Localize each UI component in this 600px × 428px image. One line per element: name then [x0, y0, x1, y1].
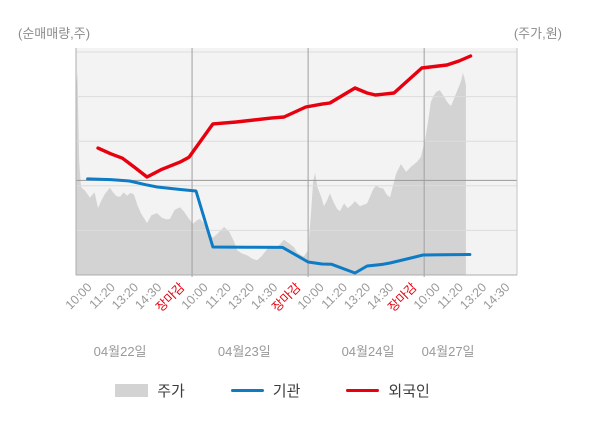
axis-lines — [75, 48, 518, 276]
left-axis-title: (순매매량,주) — [18, 26, 90, 41]
chart-svg: 10:0011:2013:2014:30장마감10:0011:2013:2014… — [18, 26, 562, 359]
area-series-price — [76, 71, 466, 275]
legend-item-price: 주가 — [115, 380, 185, 401]
price-volume-chart: 10:00 11:20 13:20 14:30 장마감 10:00 11:20 13:20 14… — [18, 26, 562, 359]
price-area-swatch — [115, 384, 149, 397]
svg-text:14:30: 14:30 — [480, 280, 512, 312]
foreigner-line-swatch — [346, 388, 380, 393]
line-series-foreigner — [96, 54, 473, 179]
legend-item-institution: 기관 — [230, 380, 301, 401]
legend-label-institution: 기관 — [272, 383, 301, 400]
legend-label-price: 주가 — [157, 383, 185, 400]
legend-item-foreigner: 외국인 — [346, 380, 430, 401]
x-tick-labels: 10:0011:2013:2014:30장마감10:0011:2013:2014… — [63, 280, 513, 315]
date-labels: 04월22일 04월23일 04월24일 04월27일 — [94, 344, 475, 359]
institution-line-swatch — [230, 388, 264, 393]
svg-text:10:00: 10:00 — [295, 280, 327, 312]
legend-label-foreigner: 외국인 — [388, 383, 430, 400]
right-axis-title: (주가,원) — [514, 26, 562, 41]
svg-text:10:00: 10:00 — [63, 280, 95, 312]
svg-text:04월22일: 04월22일 — [94, 344, 147, 359]
svg-text:10:00: 10:00 — [179, 280, 211, 312]
svg-text:04월27일: 04월27일 — [422, 344, 475, 359]
svg-text:10:00: 10:00 — [411, 280, 443, 312]
line-series-institution — [86, 177, 472, 275]
svg-text:04월24일: 04월24일 — [342, 344, 395, 359]
day-dividers — [191, 48, 425, 277]
chart-legend: 주가 기관 외국인 — [0, 380, 600, 401]
svg-text:04월23일: 04월23일 — [218, 344, 271, 359]
